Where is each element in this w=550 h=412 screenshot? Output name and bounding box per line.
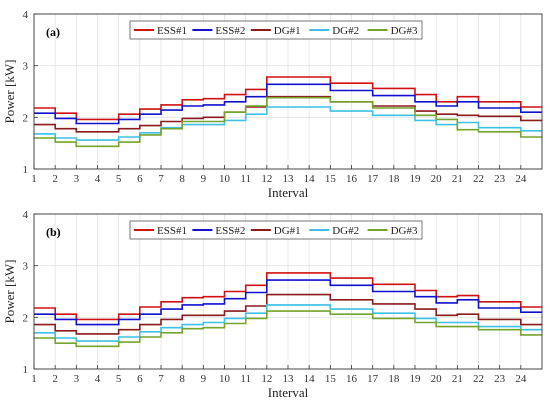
- legend-entry: ESS#2: [215, 25, 245, 37]
- panel-label: (a): [46, 25, 60, 39]
- x-tick-label: 3: [74, 173, 80, 185]
- x-tick-label: 22: [473, 173, 484, 185]
- x-tick-label: 15: [325, 173, 337, 185]
- x-tick-label: 18: [388, 173, 400, 185]
- y-tick-label: 1: [23, 164, 29, 176]
- y-tick-label: 2: [23, 112, 29, 124]
- legend-entry: ESS#1: [157, 225, 187, 237]
- x-tick-label: 16: [346, 373, 358, 385]
- x-tick-label: 22: [473, 373, 484, 385]
- x-tick-label: 3: [74, 373, 80, 385]
- panel-label: (b): [46, 225, 61, 239]
- legend: ESS#1 ESS#2 DG#1 DG#2 DG#3: [129, 20, 423, 40]
- x-tick-label: 9: [201, 173, 207, 185]
- y-tick-label: 4: [23, 209, 29, 221]
- series-line-dg3: [34, 96, 542, 148]
- x-tick-label: 6: [137, 373, 143, 385]
- x-tick-label: 8: [179, 173, 185, 185]
- x-tick-label: 23: [494, 373, 506, 385]
- x-tick-label: 4: [95, 373, 101, 385]
- x-tick-label: 7: [158, 173, 164, 185]
- x-tick-label: 6: [137, 173, 143, 185]
- x-tick-label: 20: [431, 173, 443, 185]
- chart-panel-1: 1 2 3 4 5 6 7 8 9 10 11 12 13 14 15 16 17 18 19 20 21 22 23 241…: [2, 9, 543, 200]
- series-line-dg1: [34, 293, 542, 335]
- x-tick-label: 5: [116, 173, 122, 185]
- x-tick-label: 9: [201, 373, 207, 385]
- legend-entry: DG#2: [332, 225, 359, 237]
- legend-entry: ESS#2: [215, 225, 245, 237]
- x-tick-label: 1: [31, 173, 37, 185]
- legend-box: [129, 20, 423, 40]
- legend-box: [129, 220, 423, 240]
- x-tick-label: 14: [304, 373, 316, 385]
- legend-entry: DG#1: [274, 225, 301, 237]
- x-tick-label: 21: [452, 173, 463, 185]
- legend: ESS#1 ESS#2 DG#1 DG#2 DG#3: [129, 220, 423, 240]
- y-tick-label: 3: [23, 61, 29, 73]
- y-tick-label: 3: [23, 261, 29, 273]
- x-tick-label: 8: [179, 373, 185, 385]
- x-tick-label: 13: [283, 373, 295, 385]
- y-tick-label: 2: [23, 312, 29, 324]
- x-tick-label: 11: [240, 373, 251, 385]
- x-tick-label: 5: [116, 373, 122, 385]
- x-tick-label: 10: [219, 373, 231, 385]
- x-tick-label: 11: [240, 173, 251, 185]
- legend-entry: ESS#1: [157, 25, 187, 37]
- x-tick-label: 12: [261, 373, 272, 385]
- x-tick-label: 24: [515, 173, 527, 185]
- y-axis-label: Power [kW]: [2, 60, 17, 124]
- y-tick-label: 1: [23, 364, 29, 376]
- x-tick-label: 13: [283, 173, 295, 185]
- legend-entry: DG#1: [274, 25, 301, 37]
- x-tick-label: 2: [52, 373, 58, 385]
- x-tick-label: 10: [219, 173, 231, 185]
- x-tick-label: 4: [95, 173, 101, 185]
- chart-panel-2: 1 2 3 4 5 6 7 8 9 10 11 12 13 14 15 16 17 18 19 20 21 22 23 241…: [2, 209, 543, 400]
- series-line-ess2: [34, 83, 542, 125]
- y-axis-label: Power [kW]: [2, 260, 17, 324]
- x-tick-label: 17: [367, 373, 379, 385]
- x-tick-label: 12: [261, 173, 272, 185]
- series-line-ess2: [34, 279, 542, 326]
- x-tick-label: 1: [31, 373, 37, 385]
- x-axis-label: Interval: [268, 185, 309, 200]
- x-tick-label: 19: [410, 173, 422, 185]
- series-line-ess1: [34, 272, 542, 321]
- legend-entry: DG#3: [391, 25, 418, 37]
- x-tick-label: 7: [158, 373, 164, 385]
- legend-entry: DG#2: [332, 25, 359, 37]
- x-tick-label: 2: [52, 173, 58, 185]
- x-tick-label: 20: [431, 373, 443, 385]
- series-line-dg3: [34, 310, 542, 348]
- x-tick-label: 21: [452, 373, 463, 385]
- y-tick-label: 4: [23, 9, 29, 21]
- x-tick-label: 24: [515, 373, 527, 385]
- x-tick-label: 16: [346, 173, 358, 185]
- x-tick-label: 18: [388, 373, 400, 385]
- legend-entry: DG#3: [391, 225, 418, 237]
- x-tick-label: 15: [325, 373, 337, 385]
- x-axis-label: Interval: [268, 385, 309, 400]
- x-tick-label: 17: [367, 173, 379, 185]
- series-line-ess1: [34, 76, 542, 121]
- x-tick-label: 19: [410, 373, 422, 385]
- x-tick-label: 14: [304, 173, 316, 185]
- x-tick-label: 23: [494, 173, 506, 185]
